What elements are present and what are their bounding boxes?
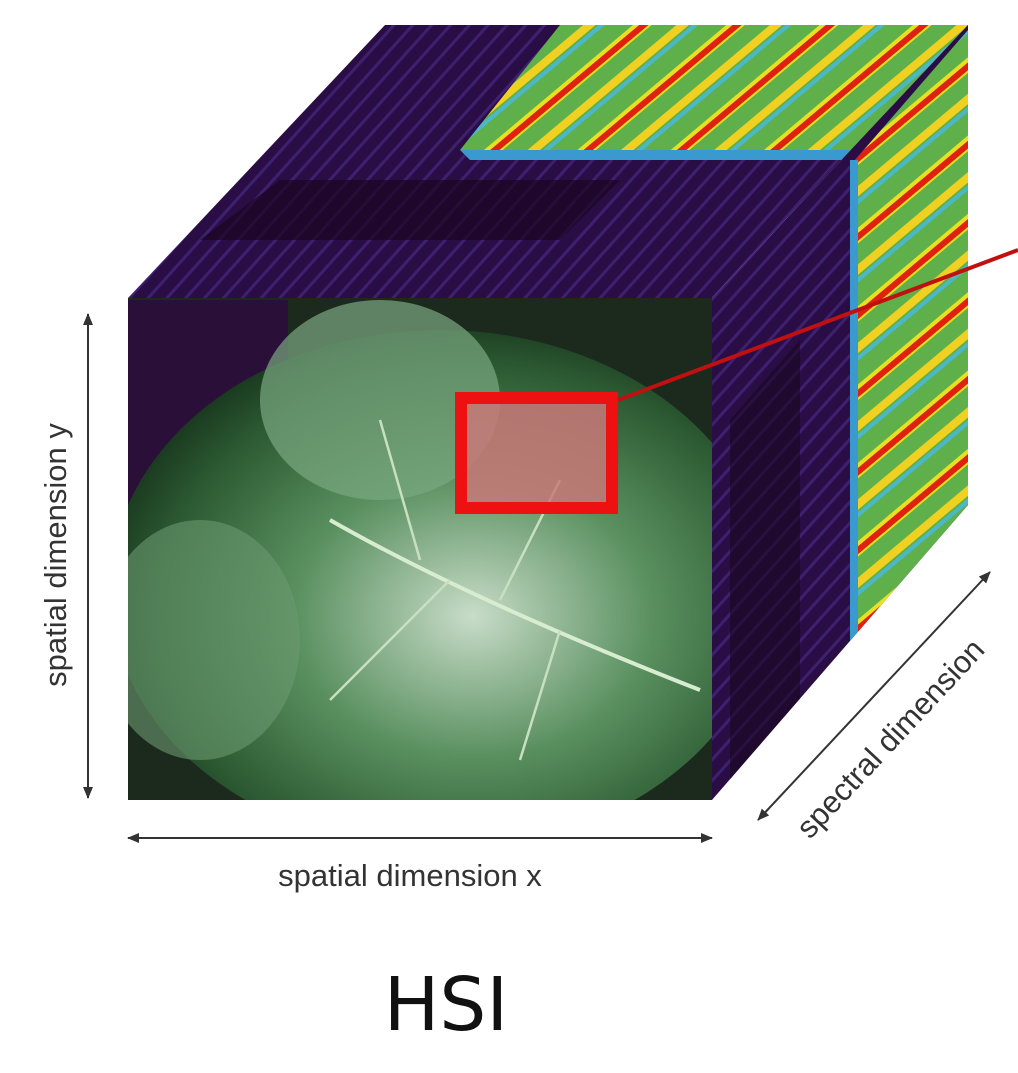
selection-fill <box>461 398 612 508</box>
x-axis-label: spatial dimension x <box>278 858 542 893</box>
hsi-diagram: spatial dimension y spatial dimension x … <box>0 0 1018 1073</box>
y-axis-label: spatial dimension y <box>38 423 73 687</box>
caption: HSI <box>384 962 508 1048</box>
